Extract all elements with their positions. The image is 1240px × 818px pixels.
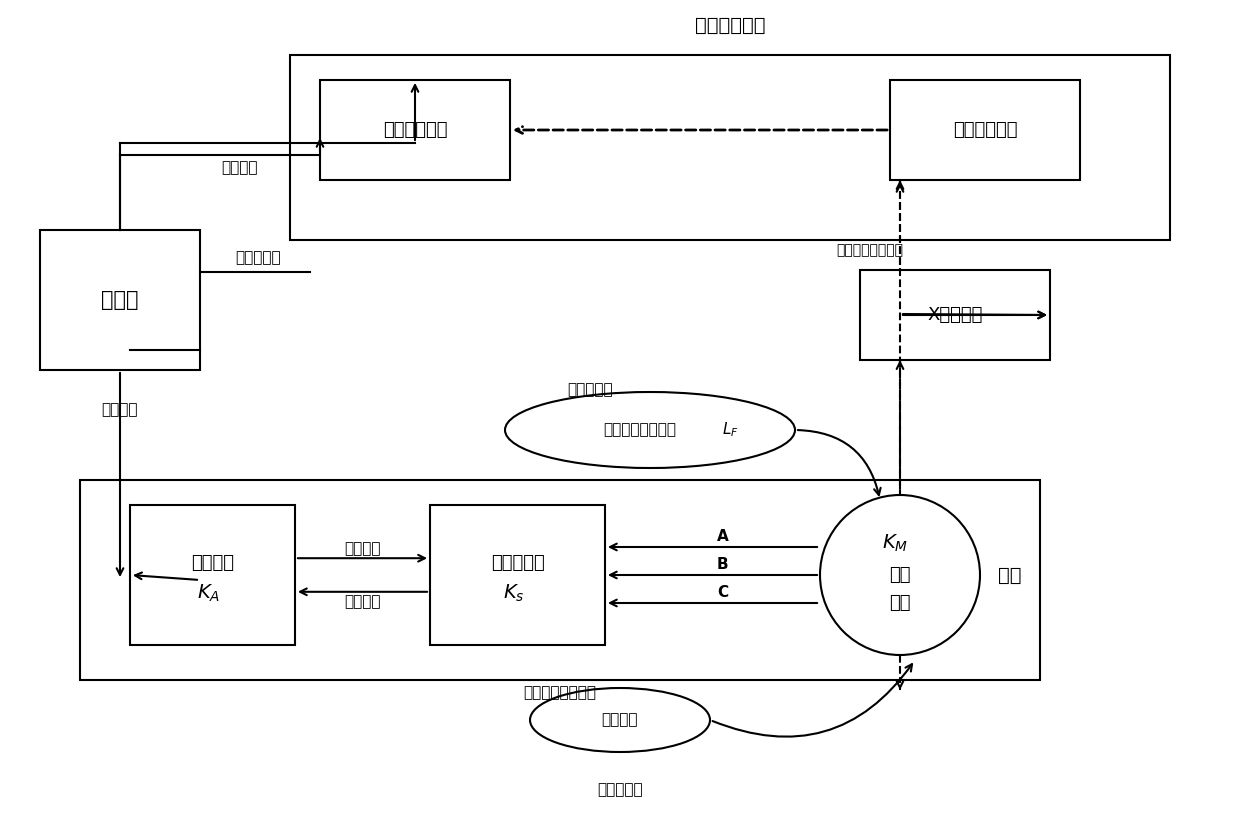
FancyBboxPatch shape (430, 505, 605, 645)
Text: 计算机仿真: 计算机仿真 (236, 250, 280, 266)
Ellipse shape (529, 688, 711, 752)
FancyBboxPatch shape (290, 55, 1171, 240)
Text: 鸭舐: 鸭舐 (998, 565, 1022, 585)
FancyBboxPatch shape (130, 505, 295, 645)
Text: 电子负载: 电子负载 (191, 554, 234, 572)
Ellipse shape (505, 392, 795, 468)
Text: 弹上控制机构系统: 弹上控制机构系统 (523, 685, 596, 700)
Text: C: C (717, 585, 728, 600)
FancyBboxPatch shape (40, 230, 200, 370)
Text: 无线发送模块: 无线发送模块 (952, 121, 1017, 139)
Text: 三相整流桥: 三相整流桥 (491, 554, 544, 572)
FancyBboxPatch shape (81, 480, 1040, 680)
Text: 弹上通信系统: 弹上通信系统 (694, 16, 765, 35)
Text: X轴陀螺件: X轴陀螺件 (928, 306, 982, 324)
Text: 电机: 电机 (889, 594, 910, 612)
Text: $K_M$: $K_M$ (882, 533, 908, 554)
Text: B: B (717, 557, 728, 572)
Text: 弹体旋转: 弹体旋转 (601, 712, 639, 727)
Text: 计算机仿真: 计算机仿真 (598, 783, 642, 798)
Text: 电枢电压: 电枢电压 (345, 595, 381, 609)
Text: 永磁: 永磁 (889, 566, 910, 584)
Text: $K_s$: $K_s$ (502, 582, 525, 604)
FancyBboxPatch shape (890, 80, 1080, 180)
Text: 控制器: 控制器 (102, 290, 139, 310)
Text: $L_F$: $L_F$ (722, 420, 738, 439)
Text: 控制命令: 控制命令 (102, 402, 138, 417)
Text: A: A (717, 529, 728, 544)
Text: 鸭舵外部气动力矩: 鸭舵外部气动力矩 (604, 423, 677, 438)
FancyBboxPatch shape (320, 80, 510, 180)
Ellipse shape (820, 495, 980, 655)
FancyBboxPatch shape (861, 270, 1050, 360)
Text: 计算机仿真: 计算机仿真 (567, 383, 613, 398)
Text: 电磁电流: 电磁电流 (345, 541, 381, 555)
Text: $K_A$: $K_A$ (197, 582, 219, 604)
Text: 鸭舐转速: 鸭舐转速 (222, 160, 258, 176)
Text: 弹上姿态测量系统: 弹上姿态测量系统 (837, 243, 904, 257)
Text: 无线接收模块: 无线接收模块 (383, 121, 448, 139)
